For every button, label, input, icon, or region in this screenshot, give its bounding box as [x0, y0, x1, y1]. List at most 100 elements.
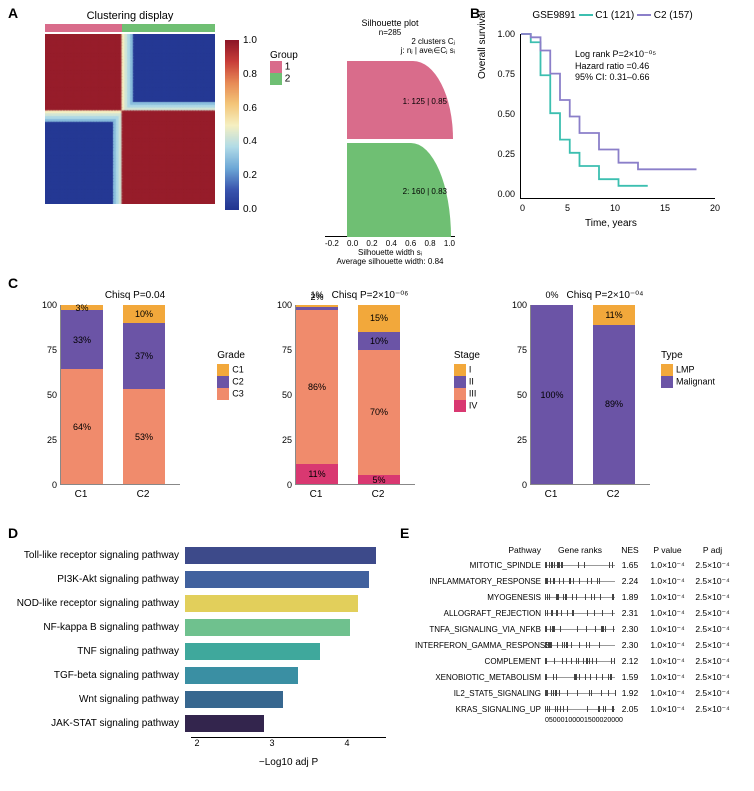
gsea-pvalue: 1.0×10⁻⁴	[645, 624, 690, 635]
bar-segment: 86%	[296, 310, 338, 464]
sil-plot: 1: 125 | 0.85 2: 160 | 0.83	[325, 57, 455, 237]
sc-legend-item: Malignant	[661, 376, 715, 388]
hbar-row: JAK-STAT signaling pathway	[10, 713, 390, 734]
sc-xcat: C2	[122, 489, 164, 500]
hbar-row: NF-kappa B signaling pathway	[10, 617, 390, 638]
km-ytick: 0.50	[485, 109, 515, 119]
gsea-pvalue: 1.0×10⁻⁴	[645, 688, 690, 699]
sc-ytick: 25	[268, 435, 292, 445]
seg-label: 3%	[61, 303, 103, 313]
gsea-padj: 2.5×10⁻⁴	[690, 608, 735, 619]
gsea-row: TNFA_SIGNALING_VIA_NFKB 2.30 1.0×10⁻⁴ 2.…	[415, 621, 745, 637]
heatmap-groupbar	[45, 24, 215, 32]
sc-legend-title: Stage	[454, 350, 480, 361]
gsea-col: Pathway	[415, 545, 545, 555]
group-legend: Group 1 2	[270, 50, 298, 85]
km-stat: 95% CI: 0.31–0.66	[575, 72, 656, 84]
hbar-label: JAK-STAT signaling pathway	[10, 718, 185, 729]
gsea-col: P adj	[690, 545, 735, 555]
hbar-xlabel: −Log10 adj P	[191, 757, 386, 768]
hbar-label: TNF signaling pathway	[10, 646, 185, 657]
stacked-chart: Chisq P=2×10⁻⁰⁶ 100755025011%86%2%1%5%70…	[260, 290, 480, 520]
gsea-nes: 2.24	[615, 576, 645, 586]
gsea-padj: 2.5×10⁻⁴	[690, 704, 735, 715]
sc-xlabels: C1C2	[60, 489, 180, 500]
seg-label: 100%	[531, 390, 573, 400]
gsea-xtick: 20000	[603, 717, 622, 724]
hbar	[185, 667, 298, 684]
sc-xcat: C2	[592, 489, 634, 500]
gsea-row: ALLOGRAFT_REJECTION 2.31 1.0×10⁻⁴ 2.5×10…	[415, 605, 745, 621]
gsea-pvalue: 1.0×10⁻⁴	[645, 656, 690, 667]
hbar-row: Wnt signaling pathway	[10, 689, 390, 710]
gsea-padj: 2.5×10⁻⁴	[690, 592, 735, 603]
gsea-pathway: KRAS_SIGNALING_UP	[415, 705, 545, 714]
sil-xtick: 0.6	[405, 239, 416, 248]
gsea-rank	[545, 624, 615, 634]
hbar-label: NOD-like receptor signaling pathway	[10, 598, 185, 609]
hbar-label: NF-kappa B signaling pathway	[10, 622, 185, 633]
sil-xlabel: Silhouette width sᵢ	[315, 248, 465, 257]
km-stats: Log rank P=2×10⁻⁰⁵Hazard ratio =0.4695% …	[575, 49, 656, 84]
heatmap-title: Clustering display	[45, 10, 215, 22]
sc-legend: GradeC1C2C3	[217, 350, 245, 400]
sil-xtick: -0.2	[325, 239, 339, 248]
km-header: GSE9891 C1 (121) C2 (157)	[485, 10, 740, 21]
bar-segment: 5%	[358, 475, 400, 484]
panel-A: Clustering display 1.0 0.8 0.6 0.4 0.2 0.0 Gr…	[25, 10, 465, 270]
sc-legend-item: C2	[217, 376, 245, 388]
km-ytick: 1.00	[485, 29, 515, 39]
seg-label: 11%	[593, 310, 635, 320]
sil-xtick: 0.0	[347, 239, 358, 248]
colorbar-tick: 0.2	[243, 170, 257, 181]
sc-ytick: 50	[268, 390, 292, 400]
gsea-pathway: XENOBIOTIC_METABOLISM	[415, 673, 545, 682]
gsea-row: COMPLEMENT 2.12 1.0×10⁻⁴ 2.5×10⁻⁴	[415, 653, 745, 669]
bar-segment: 1%	[296, 305, 338, 307]
sil-xtick: 0.8	[424, 239, 435, 248]
gsea-padj: 2.5×10⁻⁴	[690, 688, 735, 699]
sc-xcat: C1	[530, 489, 572, 500]
stacked-bar: 89%11%	[593, 305, 635, 484]
sil-xtick: 1.0	[444, 239, 455, 248]
gsea-nes: 2.12	[615, 656, 645, 666]
seg-label: 70%	[358, 407, 400, 417]
seg-label: 10%	[123, 309, 165, 319]
gsea-col: Gene ranks	[545, 545, 615, 555]
km-xlabel: Time, years	[585, 218, 637, 229]
sc-ytick: 100	[503, 300, 527, 310]
sc-ytick: 75	[33, 345, 57, 355]
km-group: C1 (121)	[595, 10, 634, 21]
gsea-xtick: 5000	[549, 717, 565, 724]
hbar-row: TNF signaling pathway	[10, 641, 390, 662]
stacked-bar: 53%37%10%	[123, 305, 165, 484]
gsea-pathway: MITOTIC_SPINDLE	[415, 561, 545, 570]
panel-C: Chisq P=0.04 100755025064%33%3%53%37%10%…	[25, 290, 745, 520]
sil-xtick: 0.2	[366, 239, 377, 248]
seg-label: 33%	[61, 335, 103, 345]
sc-ytick: 50	[503, 390, 527, 400]
bar-segment: 10%	[358, 332, 400, 350]
panel-E: PathwayGene ranksNESP valueP adj MITOTIC…	[415, 545, 745, 775]
sc-ytick: 25	[503, 435, 527, 445]
gsea-col: P value	[645, 545, 690, 555]
colorbar-tick: 0.6	[243, 103, 257, 114]
bar-segment: 11%	[296, 464, 338, 484]
sc-legend-item: II	[454, 376, 480, 388]
hbar	[185, 547, 376, 564]
sc-yticks: 1007550250	[268, 300, 292, 490]
gsea-pvalue: 1.0×10⁻⁴	[645, 640, 690, 651]
gsea-rank	[545, 656, 615, 666]
gsea-row: MITOTIC_SPINDLE 1.65 1.0×10⁻⁴ 2.5×10⁻⁴	[415, 557, 745, 573]
sc-xcat: C1	[295, 489, 337, 500]
bar-segment: 10%	[123, 305, 165, 323]
colorbar-tick: 0.4	[243, 136, 257, 147]
sc-legend-item: LMP	[661, 364, 715, 376]
sc-plot: 100755025011%86%2%1%5%70%10%15%	[295, 305, 415, 485]
bar-segment: 64%	[61, 369, 103, 484]
bar-segment: 3%	[61, 305, 103, 310]
hbar-tick: 3	[270, 738, 275, 748]
bar-segment: 100%	[531, 305, 573, 484]
panel-D: Toll-like receptor signaling pathwayPI3K…	[10, 545, 390, 775]
gsea-row: XENOBIOTIC_METABOLISM 1.59 1.0×10⁻⁴ 2.5×…	[415, 669, 745, 685]
